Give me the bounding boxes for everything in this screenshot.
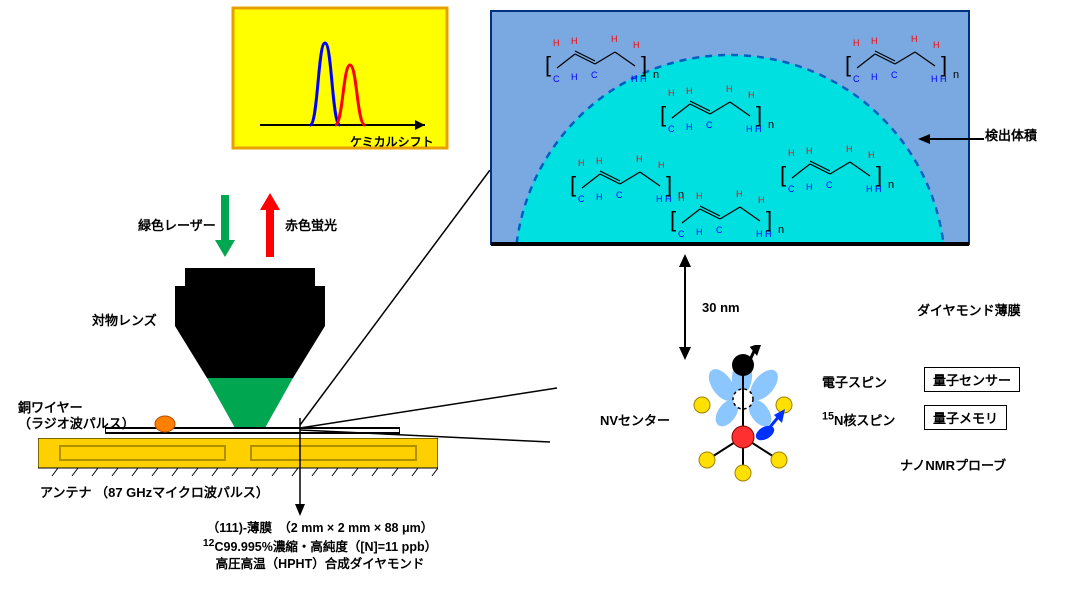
svg-text:H: H — [571, 36, 578, 46]
svg-text:H: H — [611, 34, 618, 44]
spectrum-xlabel: ケミカルシフト — [350, 133, 434, 150]
svg-text:H: H — [553, 38, 560, 48]
svg-text:[: [ — [660, 102, 666, 127]
svg-text:H: H — [696, 191, 703, 201]
molecule-2: [ H H H H C H C H H ] n — [845, 30, 965, 92]
detection-volume: [ H H H H C H C H H ] n [ H H H H C — [490, 10, 970, 250]
espin-label: 電子スピン — [822, 372, 887, 391]
svg-text:n: n — [953, 69, 959, 81]
svg-text:H: H — [933, 40, 940, 50]
spec-line2: 12C99.995%濃縮・高純度（[N]=11 ppb） — [160, 537, 480, 556]
svg-text:H: H — [696, 227, 703, 237]
svg-text:H: H — [636, 154, 643, 164]
svg-text:C: C — [826, 180, 833, 190]
svg-text:H: H — [668, 88, 675, 98]
molecule-6: [ H H H H C H C H H ] n — [670, 185, 790, 247]
nspin-box: 量子メモリ — [924, 405, 1007, 430]
molecule-5: [ H H H H C H C H H ] n — [780, 140, 900, 202]
objective-lens — [165, 268, 335, 438]
molecule-3: [ H H H H C H C H H ] n — [660, 80, 780, 142]
svg-text:H: H — [871, 36, 878, 46]
distance-label: 30 nm — [702, 300, 740, 315]
svg-text:]: ] — [766, 207, 772, 232]
molecule-1: [ H H H H C H C H H ] n — [545, 30, 665, 92]
svg-text:H: H — [911, 34, 918, 44]
svg-text:H: H — [658, 160, 665, 170]
svg-text:H: H — [806, 182, 813, 192]
svg-text:n: n — [653, 69, 659, 81]
svg-text:C: C — [668, 124, 675, 134]
lens-label: 対物レンズ — [92, 310, 157, 329]
svg-text:H: H — [871, 72, 878, 82]
espin-box: 量子センサー — [924, 367, 1020, 392]
svg-text:H: H — [596, 156, 603, 166]
svg-text:]: ] — [941, 52, 947, 77]
svg-text:n: n — [778, 224, 784, 236]
svg-text:]: ] — [756, 102, 762, 127]
spec-line3: 高圧高温（HPHT）合成ダイヤモンド — [160, 556, 480, 573]
svg-text:H: H — [726, 84, 733, 94]
svg-text:C: C — [706, 120, 713, 130]
copper-wire-label: 銅ワイヤー （ラジオ波パルス） — [18, 400, 135, 433]
svg-text:C: C — [891, 70, 898, 80]
nspin-label: 15N核スピン — [822, 410, 895, 429]
antenna-board — [38, 438, 438, 478]
svg-text:H: H — [868, 150, 875, 160]
svg-text:H: H — [686, 86, 693, 96]
svg-text:H: H — [571, 72, 578, 82]
svg-text:C: C — [578, 194, 585, 204]
svg-text:H: H — [736, 189, 743, 199]
antenna-label: アンテナ （87 GHzマイクロ波パルス） — [40, 482, 269, 501]
spec-arrow — [290, 418, 320, 518]
wire-label-line1: 銅ワイヤー — [18, 400, 83, 415]
svg-text:H: H — [596, 192, 603, 202]
svg-text:H: H — [788, 148, 795, 158]
svg-text:H: H — [633, 40, 640, 50]
svg-text:H: H — [853, 38, 860, 48]
volume-label: 検出体積 — [985, 125, 1037, 144]
svg-text:H: H — [806, 146, 813, 156]
svg-text:C: C — [553, 74, 560, 84]
svg-text:H: H — [758, 195, 765, 205]
svg-text:H: H — [686, 122, 693, 132]
svg-text:H: H — [846, 144, 853, 154]
svg-text:C: C — [616, 190, 623, 200]
svg-text:[: [ — [670, 207, 676, 232]
svg-text:[: [ — [780, 162, 786, 187]
svg-text:[: [ — [845, 52, 851, 77]
svg-text:n: n — [768, 119, 774, 131]
svg-text:C: C — [853, 74, 860, 84]
svg-text:[: [ — [545, 52, 551, 77]
svg-text:C: C — [678, 229, 685, 239]
film-label: ダイヤモンド薄膜 — [917, 300, 1021, 319]
diamond-spec: （111)-薄膜 （2 mm × 2 mm × 88 μm） 12C99.995… — [160, 520, 480, 573]
wire-label-line2: （ラジオ波パルス） — [18, 416, 135, 431]
nv-label: NVセンター — [600, 410, 670, 429]
svg-text:[: [ — [570, 172, 576, 197]
svg-text:C: C — [716, 225, 723, 235]
spec-line1: （111)-薄膜 （2 mm × 2 mm × 88 μm） — [160, 520, 480, 537]
svg-text:]: ] — [641, 52, 647, 77]
green-laser-label: 緑色レーザー — [138, 215, 216, 234]
svg-text:H: H — [578, 158, 585, 168]
svg-text:C: C — [591, 70, 598, 80]
svg-text:H: H — [748, 90, 755, 100]
svg-text:n: n — [888, 179, 894, 191]
spectrum-inset: ケミカルシフト — [230, 5, 450, 170]
probe-label: ナノNMRプローブ — [900, 455, 1006, 474]
svg-text:]: ] — [876, 162, 882, 187]
svg-text:H: H — [678, 193, 685, 203]
volume-arrow — [918, 132, 986, 150]
red-fluor-label: 赤色蛍光 — [285, 215, 337, 234]
nv-center — [672, 345, 812, 485]
